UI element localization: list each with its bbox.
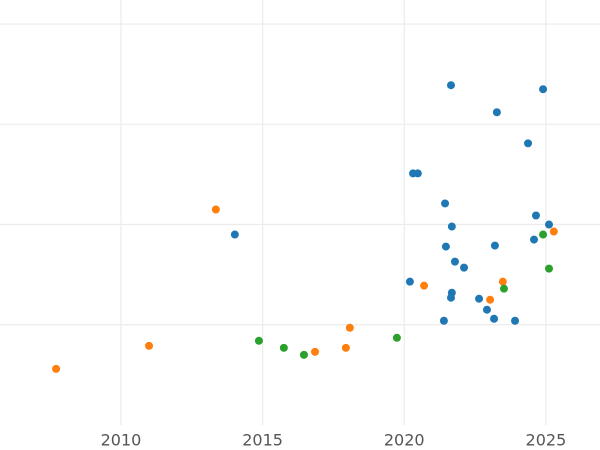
point <box>545 220 554 229</box>
point <box>524 139 533 148</box>
point <box>531 211 540 220</box>
point <box>230 230 239 239</box>
point <box>486 295 495 304</box>
point <box>145 341 154 350</box>
point <box>441 242 450 251</box>
point <box>539 85 548 94</box>
point <box>341 343 350 352</box>
point <box>447 222 456 231</box>
point <box>460 263 469 272</box>
point <box>529 235 538 244</box>
point <box>499 284 508 293</box>
point <box>52 364 61 373</box>
x-tick-label: 2020 <box>384 431 425 450</box>
point <box>345 323 354 332</box>
point <box>498 277 507 286</box>
point <box>413 169 422 178</box>
point <box>539 230 548 239</box>
point <box>450 257 459 266</box>
point <box>439 316 448 325</box>
x-tick-label: 2025 <box>526 431 567 450</box>
point <box>490 314 499 323</box>
point <box>511 316 520 325</box>
point <box>490 241 499 250</box>
x-tick-label: 2015 <box>242 431 283 450</box>
point <box>211 205 220 214</box>
point <box>492 108 501 117</box>
point <box>549 227 558 236</box>
x-tick-label: 2010 <box>101 431 142 450</box>
point <box>392 333 401 342</box>
point <box>482 305 491 314</box>
point <box>446 293 455 302</box>
point <box>420 281 429 290</box>
point <box>299 350 308 359</box>
point <box>405 277 414 286</box>
point <box>446 81 455 90</box>
point <box>441 199 450 208</box>
point <box>545 264 554 273</box>
point <box>254 336 263 345</box>
point <box>311 347 320 356</box>
point <box>279 343 288 352</box>
point <box>475 294 484 303</box>
